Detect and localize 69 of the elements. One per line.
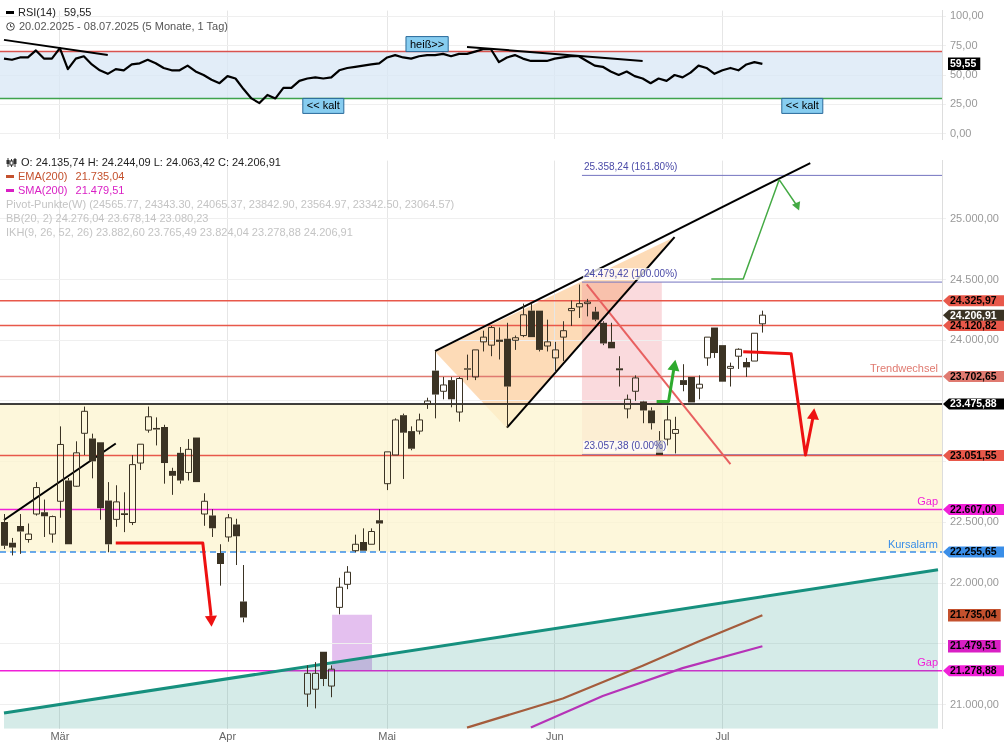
- annotation: << kalt: [785, 99, 819, 112]
- ref-line-label: 23.051,55: [950, 448, 997, 461]
- text: 21.479,51: [75, 184, 125, 196]
- y-tick-label: 75,00: [950, 38, 978, 51]
- y-tick-label: 24.000,00: [950, 333, 999, 346]
- candlestick: [240, 564, 247, 623]
- text: 59,55: [63, 6, 92, 18]
- x-tick-label: Jul: [715, 730, 730, 743]
- y-tick-label: 22.000,00: [950, 576, 999, 589]
- ref-line-label: 25.358,24 (161.80%): [583, 161, 678, 173]
- x-tick-label: Jun: [545, 730, 564, 743]
- candlestick: [336, 577, 343, 615]
- ref-line-label: 22.607,00: [950, 502, 997, 515]
- ref-line-label: 23.475,88: [950, 397, 997, 410]
- candlestick: [25, 523, 32, 544]
- ref-line-label: 22.255,65: [950, 545, 997, 558]
- annotation: Gap: [917, 656, 938, 669]
- ref-line-label: 23.702,65: [950, 369, 997, 382]
- y-tick-label: 100,00: [950, 9, 984, 22]
- candlestick: [735, 348, 742, 370]
- annotation: Pivot-Punkte(W) (24565.77, 24343.30, 24065.37, 23842.90, 23564.97, 23342.50, 23064.57): [6, 197, 455, 211]
- candlestick: [616, 355, 623, 388]
- annotation: Kursalarm: [887, 537, 938, 550]
- candlestick: [552, 341, 559, 373]
- text: 20.02.2025 - 08.07.2025 (5 Monate, 1 Tag): [19, 19, 228, 33]
- ref-line-label: 24.325,97: [950, 294, 997, 307]
- ref-line-label: heiß>>: [409, 37, 445, 50]
- candlestick: [592, 306, 599, 322]
- candlestick: [632, 374, 639, 402]
- candlestick: [217, 543, 224, 587]
- text: 24.206,91: [950, 308, 997, 321]
- candlestick: [201, 492, 208, 527]
- y-tick-label: 59,55: [950, 56, 977, 69]
- x-tick-label: Apr: [218, 730, 237, 743]
- x-tick-label: Mai: [378, 730, 397, 743]
- y-tick-label: 50,00: [950, 68, 978, 81]
- legend-label: RSI(14): [18, 5, 56, 19]
- candlestick: [568, 299, 575, 327]
- y-tick-label: 24.500,00: [950, 272, 999, 285]
- annotation: BB(20, 2) 24.276,04 23.678,14 23.080,23: [6, 211, 209, 225]
- candlestick: [759, 310, 766, 334]
- ref-line-label: << kalt: [306, 99, 340, 112]
- y-tick-label: 25.000,00: [950, 211, 999, 224]
- chart-title: O: 24.135,74 H: 24.244,09 L: 24.063,42 C: 24.206,91: [21, 155, 281, 169]
- candlestick: [376, 508, 383, 552]
- candlestick: [209, 508, 216, 538]
- candlestick: [648, 406, 655, 431]
- candlestick: [560, 320, 567, 362]
- legend-label: EMA(200): [18, 169, 68, 183]
- candlestick: [743, 357, 750, 378]
- x-tick-label: Mär: [50, 730, 70, 743]
- y-tick-label: 21.735,04: [950, 608, 997, 621]
- candlestick: [344, 565, 351, 590]
- candlestick: [17, 513, 24, 555]
- y-tick-label: 21.000,00: [950, 697, 999, 710]
- legend-label: SMA(200): [18, 183, 68, 197]
- ref-line-label: 23.057,38 (0.00%): [583, 440, 667, 452]
- ref-line-label: 24.479,42 (100.00%): [583, 267, 678, 279]
- annotation: Trendwechsel: [869, 361, 938, 374]
- ref-line-label: 21.278,88: [950, 664, 997, 677]
- candlestick: [640, 401, 647, 424]
- ref-line-label: 24.120,82: [950, 319, 997, 332]
- y-tick-label: 22.500,00: [950, 515, 999, 528]
- text: 21.735,04: [75, 170, 125, 182]
- candlestick: [81, 406, 88, 456]
- y-tick-label: 0,00: [950, 126, 972, 139]
- y-tick-label: 25,00: [950, 97, 978, 110]
- y-tick-label: 21.479,51: [950, 639, 997, 652]
- annotation: Gap: [917, 494, 938, 507]
